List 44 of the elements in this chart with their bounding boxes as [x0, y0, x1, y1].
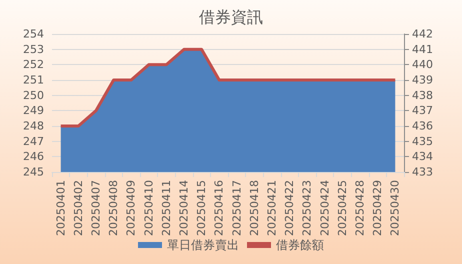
y-tick-label: 252	[23, 58, 44, 72]
y2-tick-label: 434	[412, 150, 433, 164]
y2-tick-label: 441	[412, 42, 433, 56]
y-tick-label: 245	[23, 166, 44, 178]
x-tick-label: 20250407	[90, 180, 102, 236]
y2-tick-label: 438	[412, 88, 433, 102]
y2-tick-label: 440	[412, 58, 433, 72]
x-tick-label: 20250401	[54, 180, 68, 236]
x-tick-label: 20250410	[142, 180, 156, 236]
y2-tick-label: 439	[412, 74, 433, 86]
y2-tick-label: 433	[412, 166, 433, 178]
y-tick-label: 249	[23, 104, 44, 118]
y-tick-label: 246	[23, 150, 44, 164]
y2-tick-label: 437	[412, 104, 433, 118]
y2-tick-label: 435	[412, 134, 433, 148]
x-tick-label: 20250411	[160, 180, 173, 236]
x-tick-label: 20250415	[195, 180, 208, 236]
y-tick-label: 250	[23, 88, 44, 102]
y-tick-label: 254	[23, 28, 44, 40]
legend-label: 單日借券賣出	[167, 238, 239, 252]
x-tick-label: 20250409	[124, 180, 138, 236]
y2-tick-label: 442	[412, 28, 433, 40]
y-tick-label: 248	[23, 120, 44, 132]
x-tick-label: 20250424	[318, 180, 332, 236]
x-tick-label: 20250428	[354, 180, 366, 236]
x-tick-label: 20250429	[371, 180, 384, 236]
y2-tick-label: 436	[412, 120, 433, 132]
x-tick-label: 20250402	[72, 180, 85, 236]
x-tick-label: 20250417	[230, 180, 244, 236]
line-series	[59, 48, 397, 128]
x-tick-label: 20250425	[336, 180, 349, 236]
chart-title: 借券資訊	[199, 8, 263, 26]
x-tick-label: 20250423	[300, 180, 314, 236]
y-tick-label: 247	[23, 134, 44, 148]
y-tick-label: 251	[23, 74, 44, 86]
x-tick-label: 20250422	[283, 180, 296, 236]
x-tick-label: 20250418	[248, 180, 261, 236]
x-tick-label: 20250414	[178, 180, 190, 236]
x-tick-label: 20250408	[107, 180, 120, 236]
x-tick-label: 20250421	[266, 180, 278, 236]
y-tick-label: 253	[23, 42, 44, 56]
legend-label: 借券餘額	[276, 238, 324, 252]
x-tick-label: 20250430	[388, 180, 402, 236]
x-tick-label: 20250416	[212, 180, 226, 236]
